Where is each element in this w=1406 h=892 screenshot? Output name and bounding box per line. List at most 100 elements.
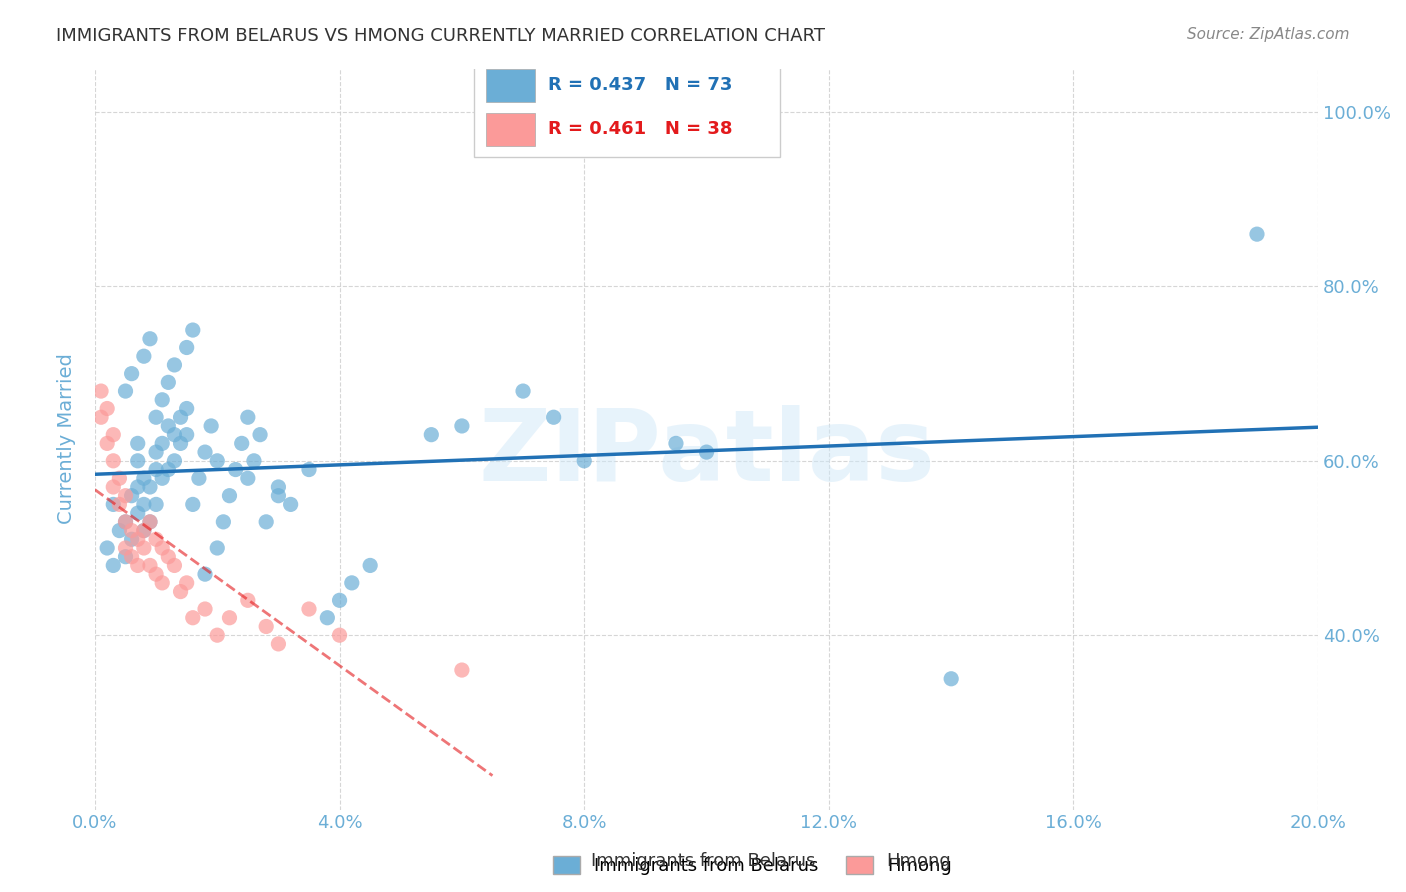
Immigrants from Belarus <box>267 489 290 503</box>
Hmong <box>181 611 204 625</box>
Immigrants from Belarus <box>127 454 149 468</box>
Immigrants from Belarus <box>127 436 149 450</box>
Immigrants from Belarus <box>200 419 222 434</box>
Hmong <box>121 549 143 564</box>
Hmong <box>145 567 167 582</box>
Immigrants from Belarus <box>132 524 155 538</box>
Immigrants from Belarus <box>132 471 155 485</box>
Hmong <box>108 497 131 511</box>
Hmong <box>121 524 143 538</box>
Immigrants from Belarus <box>163 358 186 372</box>
Immigrants from Belarus <box>218 489 240 503</box>
Immigrants from Belarus <box>169 436 191 450</box>
Immigrants from Belarus <box>114 384 136 398</box>
Immigrants from Belarus <box>176 341 198 355</box>
Hmong <box>176 575 198 590</box>
Hmong <box>114 515 136 529</box>
Immigrants from Belarus <box>169 410 191 425</box>
FancyBboxPatch shape <box>474 54 780 158</box>
Hmong <box>236 593 259 607</box>
Immigrants from Belarus <box>103 497 125 511</box>
Hmong <box>298 602 321 616</box>
Immigrants from Belarus <box>150 436 173 450</box>
Immigrants from Belarus <box>512 384 534 398</box>
Hmong <box>139 558 162 573</box>
Immigrants from Belarus <box>194 567 217 582</box>
Hmong <box>157 549 180 564</box>
Immigrants from Belarus <box>163 454 186 468</box>
Hmong <box>169 584 191 599</box>
Immigrants from Belarus <box>145 462 167 476</box>
Immigrants from Belarus <box>194 445 217 459</box>
Immigrants from Belarus <box>132 497 155 511</box>
Hmong <box>96 401 118 416</box>
Legend: Immigrants from Belarus, Hmong: Immigrants from Belarus, Hmong <box>546 848 959 882</box>
Immigrants from Belarus <box>139 480 162 494</box>
Immigrants from Belarus <box>543 410 565 425</box>
Hmong <box>451 663 474 677</box>
Immigrants from Belarus <box>249 427 271 442</box>
Immigrants from Belarus <box>139 332 162 346</box>
Immigrants from Belarus <box>181 323 204 337</box>
Immigrants from Belarus <box>212 515 235 529</box>
Hmong <box>132 541 155 555</box>
Text: R = 0.461   N = 38: R = 0.461 N = 38 <box>547 120 733 138</box>
Immigrants from Belarus <box>114 549 136 564</box>
Immigrants from Belarus <box>121 533 143 547</box>
Immigrants from Belarus <box>696 445 718 459</box>
Hmong <box>90 410 112 425</box>
Hmong <box>218 611 240 625</box>
Immigrants from Belarus <box>267 480 290 494</box>
Immigrants from Belarus <box>145 410 167 425</box>
Hmong <box>163 558 186 573</box>
Immigrants from Belarus <box>145 497 167 511</box>
Immigrants from Belarus <box>236 410 259 425</box>
Immigrants from Belarus <box>941 672 963 686</box>
Immigrants from Belarus <box>176 401 198 416</box>
Immigrants from Belarus <box>157 376 180 390</box>
Hmong <box>114 489 136 503</box>
Immigrants from Belarus <box>145 445 167 459</box>
Immigrants from Belarus <box>181 497 204 511</box>
Immigrants from Belarus <box>187 471 209 485</box>
Hmong <box>207 628 229 642</box>
Immigrants from Belarus <box>127 480 149 494</box>
Y-axis label: Currently Married: Currently Married <box>58 353 76 524</box>
Immigrants from Belarus <box>254 515 277 529</box>
Hmong <box>139 515 162 529</box>
Immigrants from Belarus <box>359 558 381 573</box>
Hmong <box>114 541 136 555</box>
Immigrants from Belarus <box>157 462 180 476</box>
Hmong <box>108 471 131 485</box>
Immigrants from Belarus <box>1246 227 1268 242</box>
Immigrants from Belarus <box>103 558 125 573</box>
Text: Source: ZipAtlas.com: Source: ZipAtlas.com <box>1187 27 1350 42</box>
Immigrants from Belarus <box>225 462 247 476</box>
Hmong <box>103 427 125 442</box>
Immigrants from Belarus <box>157 419 180 434</box>
Immigrants from Belarus <box>316 611 339 625</box>
Immigrants from Belarus <box>243 454 266 468</box>
Immigrants from Belarus <box>207 454 229 468</box>
Immigrants from Belarus <box>176 427 198 442</box>
Immigrants from Belarus <box>96 541 118 555</box>
Hmong <box>267 637 290 651</box>
Immigrants from Belarus <box>150 471 173 485</box>
Hmong <box>329 628 352 642</box>
Immigrants from Belarus <box>329 593 352 607</box>
Hmong <box>103 480 125 494</box>
FancyBboxPatch shape <box>486 113 536 146</box>
Immigrants from Belarus <box>231 436 253 450</box>
Immigrants from Belarus <box>665 436 688 450</box>
Hmong <box>254 619 277 633</box>
Hmong <box>145 533 167 547</box>
Hmong <box>127 558 149 573</box>
Hmong <box>194 602 217 616</box>
Immigrants from Belarus <box>163 427 186 442</box>
Immigrants from Belarus <box>121 367 143 381</box>
Immigrants from Belarus <box>121 489 143 503</box>
FancyBboxPatch shape <box>486 69 536 102</box>
Hmong <box>90 384 112 398</box>
Text: IMMIGRANTS FROM BELARUS VS HMONG CURRENTLY MARRIED CORRELATION CHART: IMMIGRANTS FROM BELARUS VS HMONG CURRENT… <box>56 27 825 45</box>
Immigrants from Belarus <box>108 524 131 538</box>
